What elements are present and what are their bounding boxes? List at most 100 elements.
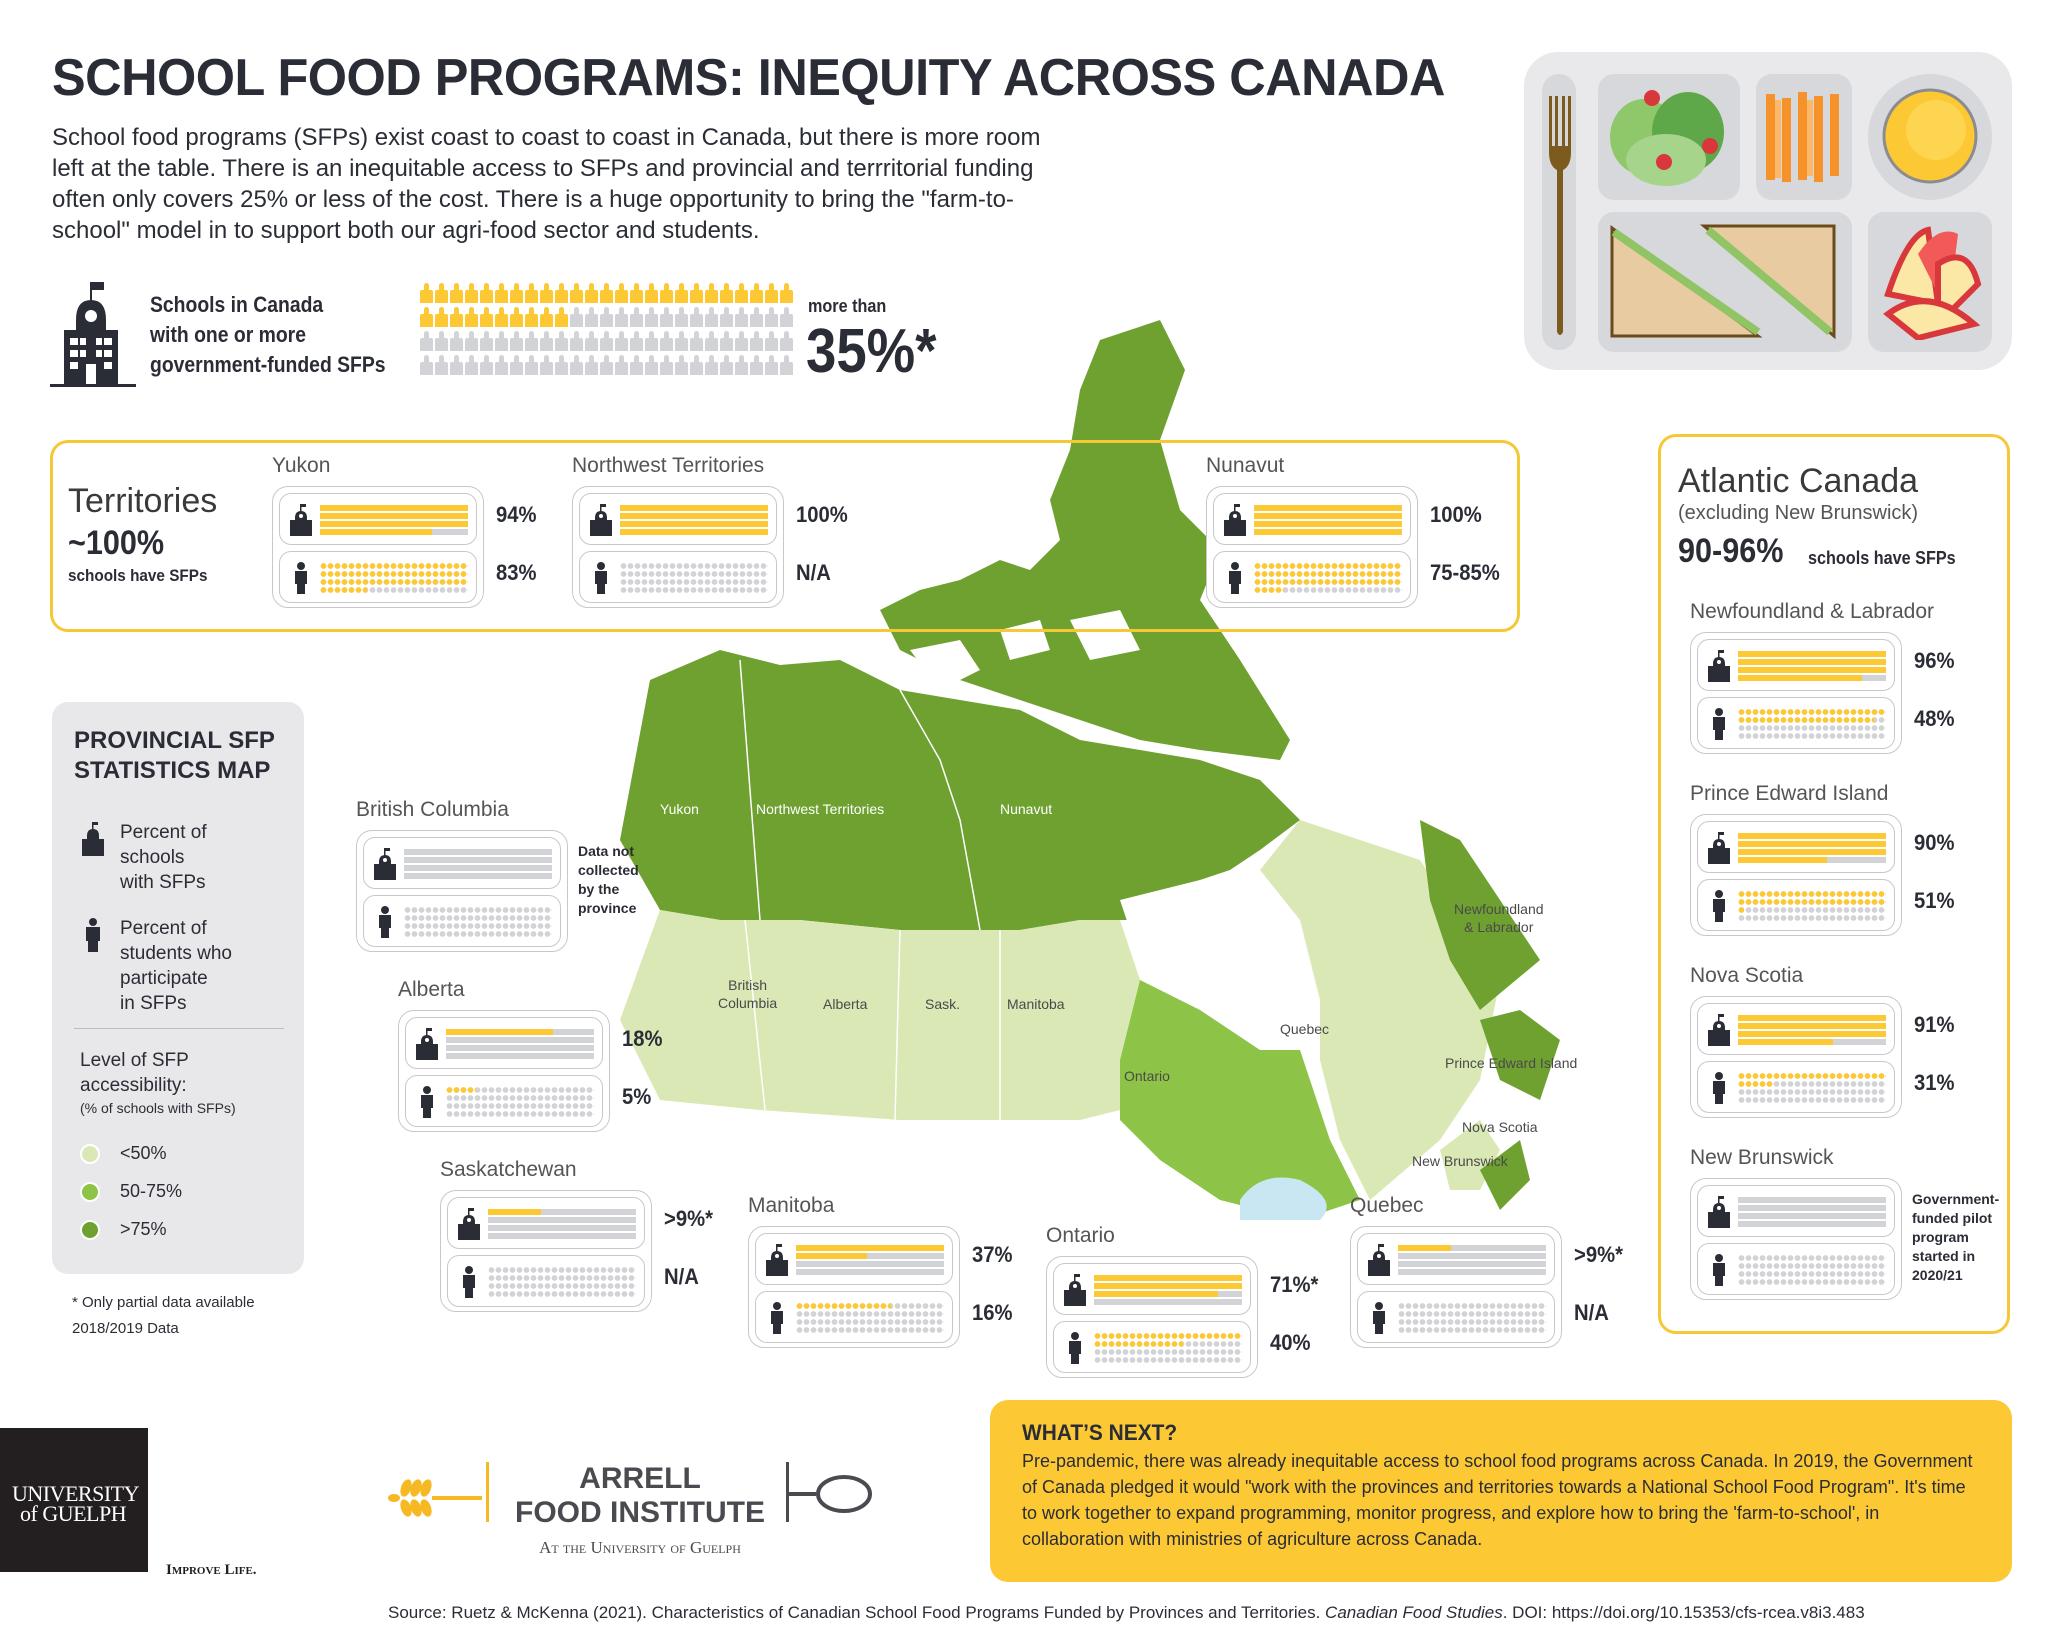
territories-value: ~100% [68, 524, 165, 562]
school-mini-icon [465, 331, 478, 351]
bar-row [1738, 1221, 1886, 1227]
students-dot-chart [488, 1267, 636, 1297]
region-name-nunavut: Nunavut [1206, 454, 1285, 477]
map-label-manitoba: Manitoba [1007, 996, 1065, 1012]
school-icon [290, 504, 312, 536]
schools-row [1697, 1003, 1895, 1055]
school-mini-icon [420, 355, 433, 375]
map-label-nunavut: Nunavut [1000, 801, 1053, 817]
school-mini-icon [450, 283, 463, 303]
student-icon [1373, 1302, 1385, 1334]
school-mini-icon [555, 331, 568, 351]
school-mini-icon [675, 307, 688, 327]
dot-row [320, 563, 468, 569]
dot-row [1254, 579, 1402, 585]
school-mini-icon [480, 331, 493, 351]
school-mini-icon [465, 283, 478, 303]
school-mini-icon [630, 331, 643, 351]
dot-row [1738, 1279, 1886, 1285]
region-name-quebec: Quebec [1350, 1194, 1424, 1217]
sandwich-icon [1610, 224, 1836, 340]
school-mini-icon [660, 307, 673, 327]
region-card-pei [1690, 814, 1902, 936]
bar-row [1738, 1031, 1886, 1037]
school-icon [1064, 1274, 1086, 1306]
schools-row [447, 1197, 645, 1249]
whats-next-panel: WHAT’S NEXT? Pre-pandemic, there was alr… [990, 1400, 2012, 1582]
dot-row [446, 1111, 594, 1117]
school-mini-icon [570, 331, 583, 351]
dot-row [1738, 725, 1886, 731]
dot-row [1398, 1311, 1546, 1317]
school-mini-icon [450, 331, 463, 351]
map-label-quebec: Quebec [1280, 1021, 1330, 1037]
schools-value-manitoba: 37% [972, 1242, 1013, 1267]
map-label-pei: Prince Edward Island [1445, 1055, 1578, 1071]
bar-row [446, 1037, 594, 1043]
school-mini-icon [555, 355, 568, 375]
region-card-ontario [1046, 1256, 1258, 1378]
school-mini-icon [525, 283, 538, 303]
students-value-quebec: N/A [1574, 1300, 1609, 1325]
whats-next-title: WHAT’S NEXT? [1022, 1420, 1178, 1445]
region-name-bc: British Columbia [356, 798, 509, 821]
schools-value-nl: 96% [1914, 648, 1955, 673]
bar-row [1254, 513, 1402, 519]
school-mini-icon [720, 331, 733, 351]
territories-caption: schools have SFPs [68, 566, 208, 585]
school-mini-icon [660, 331, 673, 351]
region-card-yukon [272, 486, 484, 608]
school-mini-icon [690, 355, 703, 375]
arrell-logo-title[interactable]: ARRELL FOOD INSTITUTE [515, 1462, 765, 1529]
students-row [279, 551, 477, 603]
region-card-manitoba [748, 1226, 960, 1348]
bar-row [796, 1245, 944, 1251]
bar-row [1398, 1253, 1546, 1259]
dot-row [796, 1303, 944, 1309]
bar-row [446, 1045, 594, 1051]
school-mini-icon [495, 355, 508, 375]
school-mini-icon [585, 307, 598, 327]
school-mini-icon [675, 355, 688, 375]
school-mini-icon [570, 307, 583, 327]
schools-bar-chart [320, 505, 468, 535]
students-value-pei: 51% [1914, 888, 1955, 913]
region-card-alberta [398, 1010, 610, 1132]
student-icon [421, 1086, 433, 1118]
dot-row [446, 1087, 594, 1093]
school-mini-icon [510, 307, 523, 327]
student-icon [1713, 1072, 1725, 1104]
school-icon [416, 1028, 438, 1060]
students-row [447, 1255, 645, 1307]
great-lakes [1240, 1177, 1327, 1220]
dot-row [620, 571, 768, 577]
university-of-guelph-logo[interactable]: UNIVERSITY of GUELPH [0, 1428, 148, 1572]
school-mini-icon [525, 355, 538, 375]
bar-row [620, 513, 768, 519]
bar-row [1398, 1245, 1546, 1251]
school-mini-icon [600, 331, 613, 351]
school-mini-icon [780, 331, 793, 351]
map-label-bc: British Columbia [718, 977, 778, 1011]
school-mini-icon [585, 355, 598, 375]
dot-row [1738, 709, 1886, 715]
students-dot-chart [404, 907, 552, 937]
students-row [1697, 1061, 1895, 1113]
bar-row [1738, 1015, 1886, 1021]
student-icon [1069, 1332, 1081, 1364]
region-note-nb: Government-funded pilot program started in… [1912, 1191, 2000, 1283]
school-mini-icon [750, 355, 763, 375]
schools-value-saskatchewan: >9%* [664, 1206, 713, 1231]
school-mini-icon [705, 283, 718, 303]
school-mini-icon [615, 307, 628, 327]
students-dot-chart [1738, 1255, 1886, 1285]
bar-row [1254, 529, 1402, 535]
bar-row [620, 529, 768, 535]
bar-row [620, 505, 768, 511]
school-mini-icon [555, 283, 568, 303]
dot-row [1398, 1303, 1546, 1309]
whats-next-body: Pre-pandemic, there was already inequita… [1022, 1451, 1973, 1549]
students-dot-chart [1398, 1303, 1546, 1333]
schools-stat-label: Schools in Canada with one or more gover… [150, 292, 386, 377]
swatch-mid [80, 1182, 100, 1202]
